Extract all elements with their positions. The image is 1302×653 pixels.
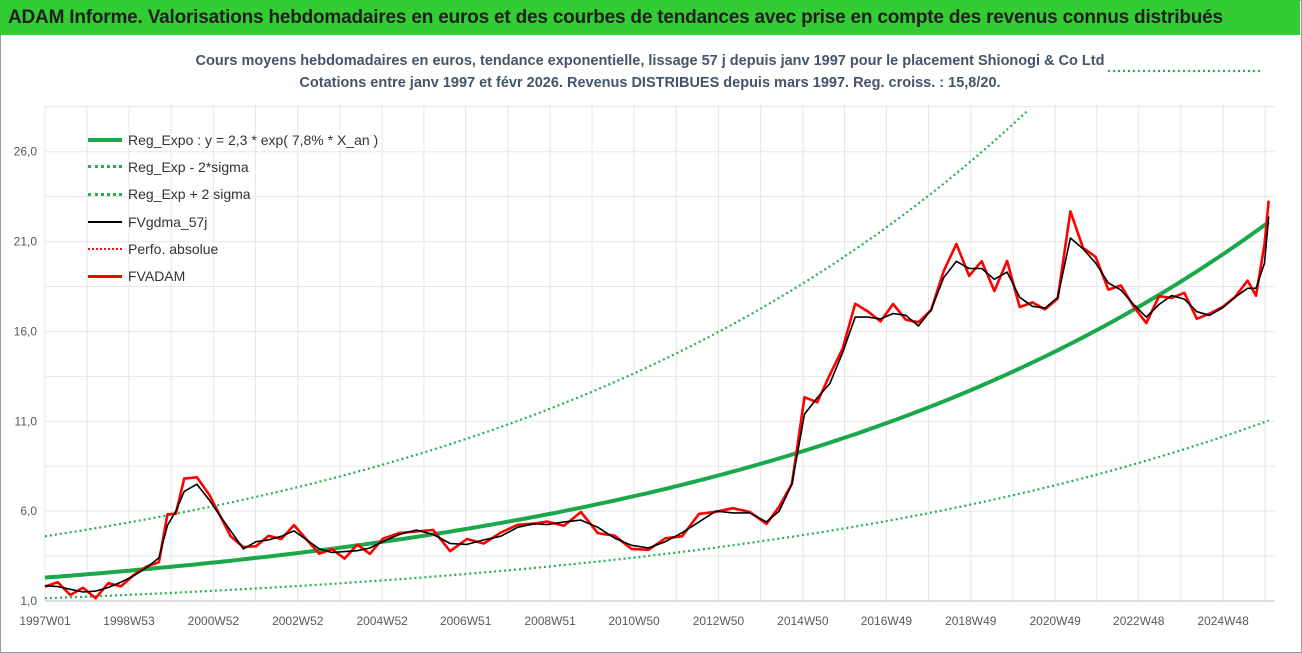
chart-axes: 1,0 6,0 11,0 16,0 21,0 26,0 1997W01 1998W53 2000…	[14, 145, 1275, 628]
x-tick-label: 2022W48	[1113, 614, 1165, 628]
legend-item: Perfo. absolue	[88, 235, 378, 262]
x-tick-label: 2024W48	[1197, 614, 1249, 628]
legend-item: FVgdma_57j	[88, 208, 378, 235]
legend-item: Reg_Exp - 2*sigma	[88, 153, 378, 180]
x-tick-label: 2004W52	[356, 614, 408, 628]
x-tick-label: 1998W53	[103, 614, 155, 628]
legend-item: FVADAM	[88, 262, 378, 289]
reg-minus-2sigma-line	[44, 419, 1270, 600]
y-tick-label: 6,0	[20, 504, 37, 518]
x-tick-label: 2008W51	[524, 614, 576, 628]
x-tick-label: 2010W50	[608, 614, 660, 628]
chart-title-line1: Cours moyens hebdomadaires en euros, ten…	[195, 53, 1105, 69]
x-tick-label: 2006W51	[440, 614, 492, 628]
legend-label: Reg_Exp - 2*sigma	[128, 158, 249, 175]
legend-swatch	[88, 274, 122, 278]
chart-legend: Reg_Expo : y = 2,3 * exp( 7,8% * X_an ) R…	[88, 126, 378, 290]
y-tick-label: 16,0	[14, 324, 38, 338]
legend-swatch	[88, 165, 122, 169]
y-tick-label: 11,0	[15, 414, 38, 428]
x-tick-label: 2016W49	[861, 614, 913, 628]
legend-label: FVADAM	[128, 268, 186, 285]
y-tick-label: 21,0	[14, 235, 38, 249]
chart-title-line2: Cotations entre janv 1997 et févr 2026. …	[299, 75, 1001, 91]
x-tick-label: 2000W52	[188, 614, 240, 628]
legend-item: Reg_Exp + 2 sigma	[88, 181, 378, 208]
legend-label: FVgdma_57j	[128, 213, 208, 230]
chart-titles: Cours moyens hebdomadaires en euros, ten…	[0, 50, 1300, 94]
reg-expo-line	[44, 220, 1270, 580]
x-tick-label: 2020W49	[1029, 614, 1081, 628]
x-tick-label: 2012W50	[693, 614, 745, 628]
chart-series	[44, 69, 1270, 600]
y-tick-label: 26,0	[14, 145, 38, 159]
y-tick-label: 1,0	[20, 594, 37, 608]
fvgdma-line	[44, 216, 1270, 593]
x-tick-label: 2014W50	[777, 614, 829, 628]
chart-grid	[44, 105, 1275, 602]
legend-label: Reg_Expo : y = 2,3 * exp( 7,8% * X_an )	[128, 131, 379, 148]
x-tick-label: 2018W49	[945, 614, 997, 628]
legend-swatch	[88, 192, 122, 196]
legend-label: Reg_Exp + 2 sigma	[128, 186, 251, 203]
x-tick-label: 2002W52	[272, 614, 324, 628]
legend-swatch	[88, 247, 122, 250]
reg-plus-2sigma-line	[44, 109, 1029, 538]
x-tick-label: 1997W01	[19, 614, 71, 628]
legend-swatch	[88, 137, 122, 142]
banner-title: ADAM Informe. Valorisations hebdomadaire…	[0, 0, 1300, 35]
legend-item: Reg_Expo : y = 2,3 * exp( 7,8% * X_an )	[88, 126, 378, 153]
legend-label: Perfo. absolue	[128, 240, 219, 257]
legend-swatch	[88, 220, 122, 223]
